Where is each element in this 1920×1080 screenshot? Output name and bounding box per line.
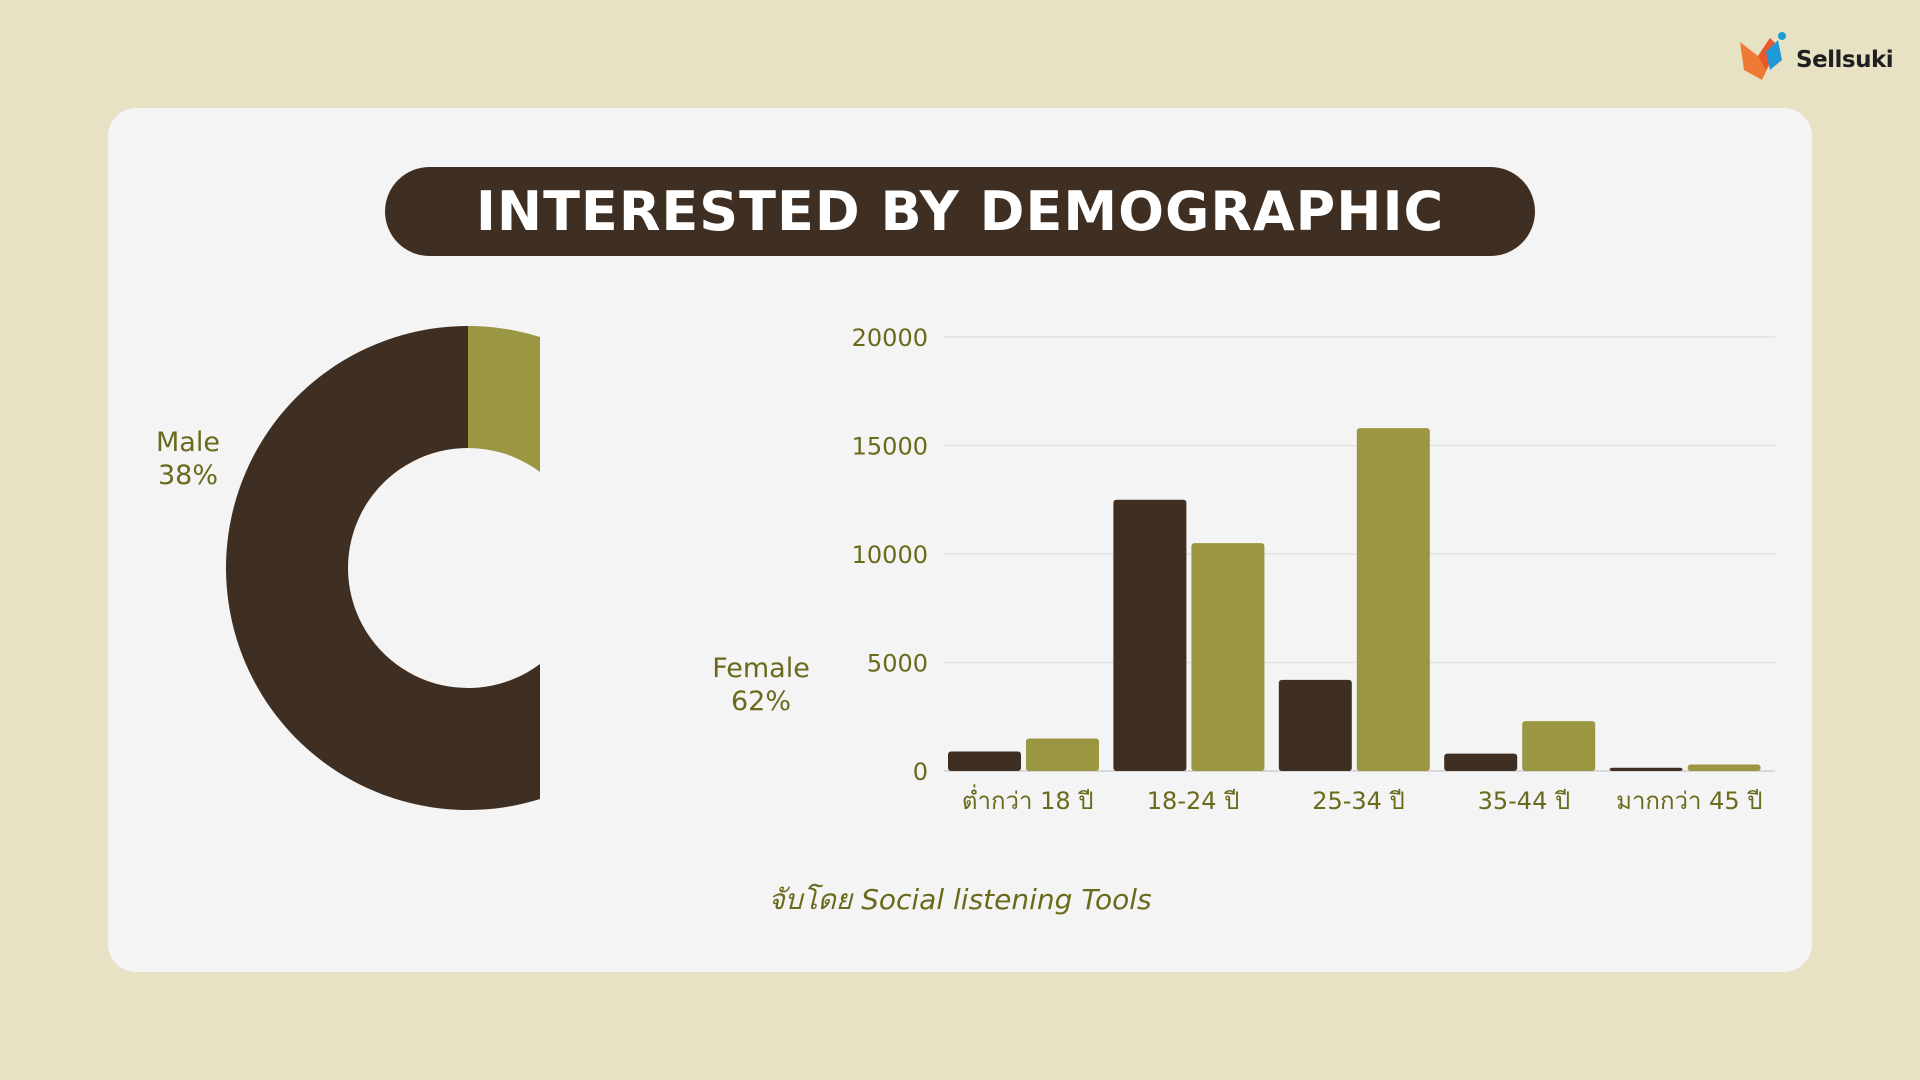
bar-series-2-2	[1356, 428, 1430, 771]
donut-slice-male	[226, 326, 540, 810]
sellsuki-logo-icon	[1740, 32, 1786, 80]
x-tick-label: 18-24 ปี	[1147, 787, 1240, 815]
y-tick-label: 15000	[852, 433, 928, 461]
y-tick-label: 20000	[852, 324, 928, 352]
male-label-name: Male	[156, 427, 220, 458]
y-tick-label: 5000	[867, 650, 928, 678]
bar-series-1-4	[1609, 767, 1683, 771]
title-banner: INTERESTED BY DEMOGRAPHIC	[385, 167, 1535, 256]
female-label-name: Female	[712, 653, 810, 684]
female-label-percent: 62%	[730, 686, 791, 717]
y-tick-label: 10000	[852, 541, 928, 569]
gender-donut-chart	[226, 326, 540, 810]
male-slice-label: Male 38%	[138, 426, 238, 492]
bar-series-2-1	[1191, 543, 1265, 771]
bar-series-1-2	[1278, 679, 1352, 771]
age-bar-chart: 0 5000 10000 15000 20000 ต่ำกว่า 18 ปี 18-24 ป…	[852, 324, 1775, 815]
bar-series-2-3	[1522, 721, 1596, 771]
bar-series-2-0	[1026, 738, 1099, 771]
brand-name: Sellsuki	[1796, 47, 1894, 73]
x-tick-label: 35-44 ปี	[1478, 787, 1571, 815]
bar-series-2-4	[1687, 764, 1761, 771]
brand-logo: Sellsuki	[1736, 28, 1896, 92]
x-tick-label: มากกว่า 45 ปี	[1616, 787, 1762, 815]
bar-series-1-3	[1444, 753, 1518, 771]
female-slice-label: Female 62%	[701, 652, 821, 718]
source-caption: จับโดย Social listening Tools	[768, 883, 1152, 916]
x-tick-label: ต่ำกว่า 18 ปี	[962, 784, 1094, 815]
bar-series-1-1	[1113, 499, 1187, 771]
donut-slice-female	[468, 326, 540, 473]
male-label-percent: 38%	[157, 460, 218, 491]
x-tick-label: 25-34 ปี	[1312, 787, 1405, 815]
y-tick-label: 0	[913, 758, 928, 786]
bar-series-1-0	[948, 751, 1021, 771]
page-title: INTERESTED BY DEMOGRAPHIC	[475, 180, 1445, 243]
